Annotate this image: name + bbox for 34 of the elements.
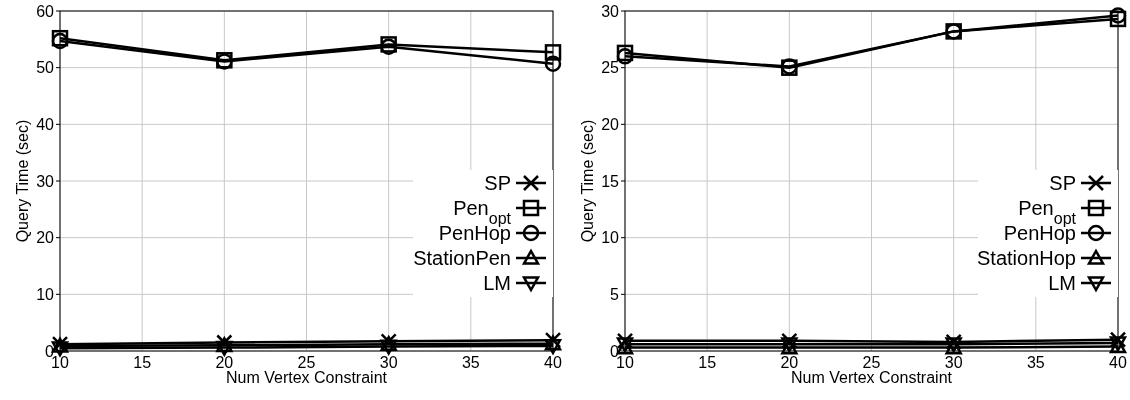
- y-tick-label: 25: [601, 59, 620, 77]
- y-tick-label: 40: [36, 115, 55, 133]
- x-tick-label: 40: [544, 354, 562, 371]
- x-tick-label: 15: [698, 354, 717, 371]
- x-tick-label: 15: [133, 354, 152, 371]
- y-tick-label: 20: [601, 115, 620, 133]
- x-tick-label: 35: [1026, 354, 1045, 371]
- y-tick-label: 10: [36, 285, 55, 303]
- legend-label: StationHop: [977, 247, 1076, 269]
- y-tick-label: 20: [36, 229, 55, 247]
- y-tick-label: 30: [36, 172, 55, 190]
- x-tick-label: 20: [215, 354, 234, 371]
- legend-label: StationPen: [413, 247, 511, 269]
- x-tick-label: 30: [944, 354, 963, 371]
- x-tick-label: 20: [780, 354, 799, 371]
- x-tick-label: 35: [461, 354, 480, 371]
- x-tick-label: 25: [862, 354, 881, 371]
- y-tick-label: 15: [601, 172, 620, 190]
- y-axis-title: Query Time (sec): [14, 119, 31, 243]
- legend-label: SP: [1049, 172, 1076, 194]
- x-tick-label: 40: [1109, 354, 1127, 371]
- y-axis-title: Query Time (sec): [579, 119, 596, 243]
- x-axis-title: Num Vertex Constraint: [226, 369, 388, 386]
- x-tick-label: 30: [379, 354, 398, 371]
- legend-label: SP: [484, 172, 511, 194]
- y-tick-label: 10: [601, 229, 620, 247]
- y-tick-label: 30: [601, 2, 620, 20]
- y-tick-label: 50: [36, 59, 55, 77]
- x-axis-title: Num Vertex Constraint: [791, 369, 953, 386]
- y-tick-label: 60: [36, 2, 55, 20]
- legend-label: LM: [483, 272, 511, 294]
- y-tick-label: 5: [610, 285, 620, 303]
- legend-label: LM: [1048, 272, 1076, 294]
- x-tick-label: 25: [297, 354, 316, 371]
